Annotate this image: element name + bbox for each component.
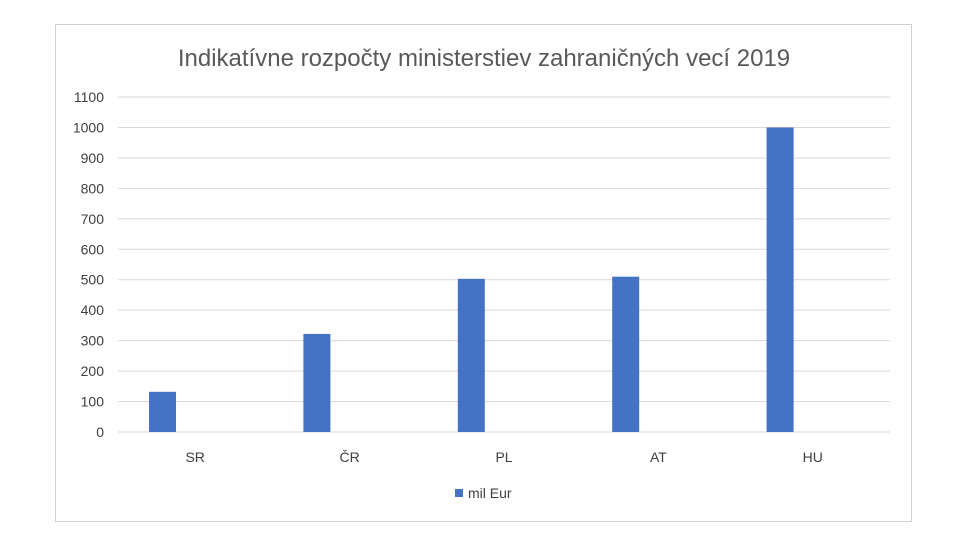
y-tick-label: 500 xyxy=(81,272,105,288)
y-tick-label: 100 xyxy=(81,394,105,410)
x-category-label: AT xyxy=(650,449,667,465)
y-tick-label: 700 xyxy=(81,211,105,227)
chart-title: Indikatívne rozpočty ministerstiev zahra… xyxy=(178,45,790,72)
x-category-label: SR xyxy=(185,449,204,465)
bar-AT xyxy=(612,276,640,432)
y-tick-label: 300 xyxy=(81,333,105,349)
y-tick-label: 400 xyxy=(81,302,105,318)
x-category-label: ČR xyxy=(339,449,359,465)
y-tick-label: 200 xyxy=(81,363,105,379)
y-tick-label: 600 xyxy=(81,241,105,257)
bar-PL xyxy=(457,278,485,432)
legend-label: mil Eur xyxy=(468,485,512,501)
y-tick-label: 1000 xyxy=(73,119,104,135)
x-category-label: PL xyxy=(495,449,512,465)
y-tick-label: 800 xyxy=(81,180,105,196)
bar-HU xyxy=(766,127,794,433)
y-tick-label: 900 xyxy=(81,150,105,166)
gridlines xyxy=(118,96,890,433)
x-axis-categories: SR ČR PL AT HU xyxy=(185,449,822,465)
bar-SR xyxy=(149,391,176,432)
legend-swatch xyxy=(455,489,463,497)
y-tick-label: 0 xyxy=(96,424,104,440)
legend: mil Eur xyxy=(455,485,512,501)
y-axis-ticks: 0 100 200 300 400 500 600 700 800 900 1000 1100 xyxy=(73,89,104,440)
bars xyxy=(149,127,794,433)
bar-ČR xyxy=(303,333,331,432)
x-category-label: HU xyxy=(803,449,823,465)
y-tick-label: 1100 xyxy=(74,89,104,105)
